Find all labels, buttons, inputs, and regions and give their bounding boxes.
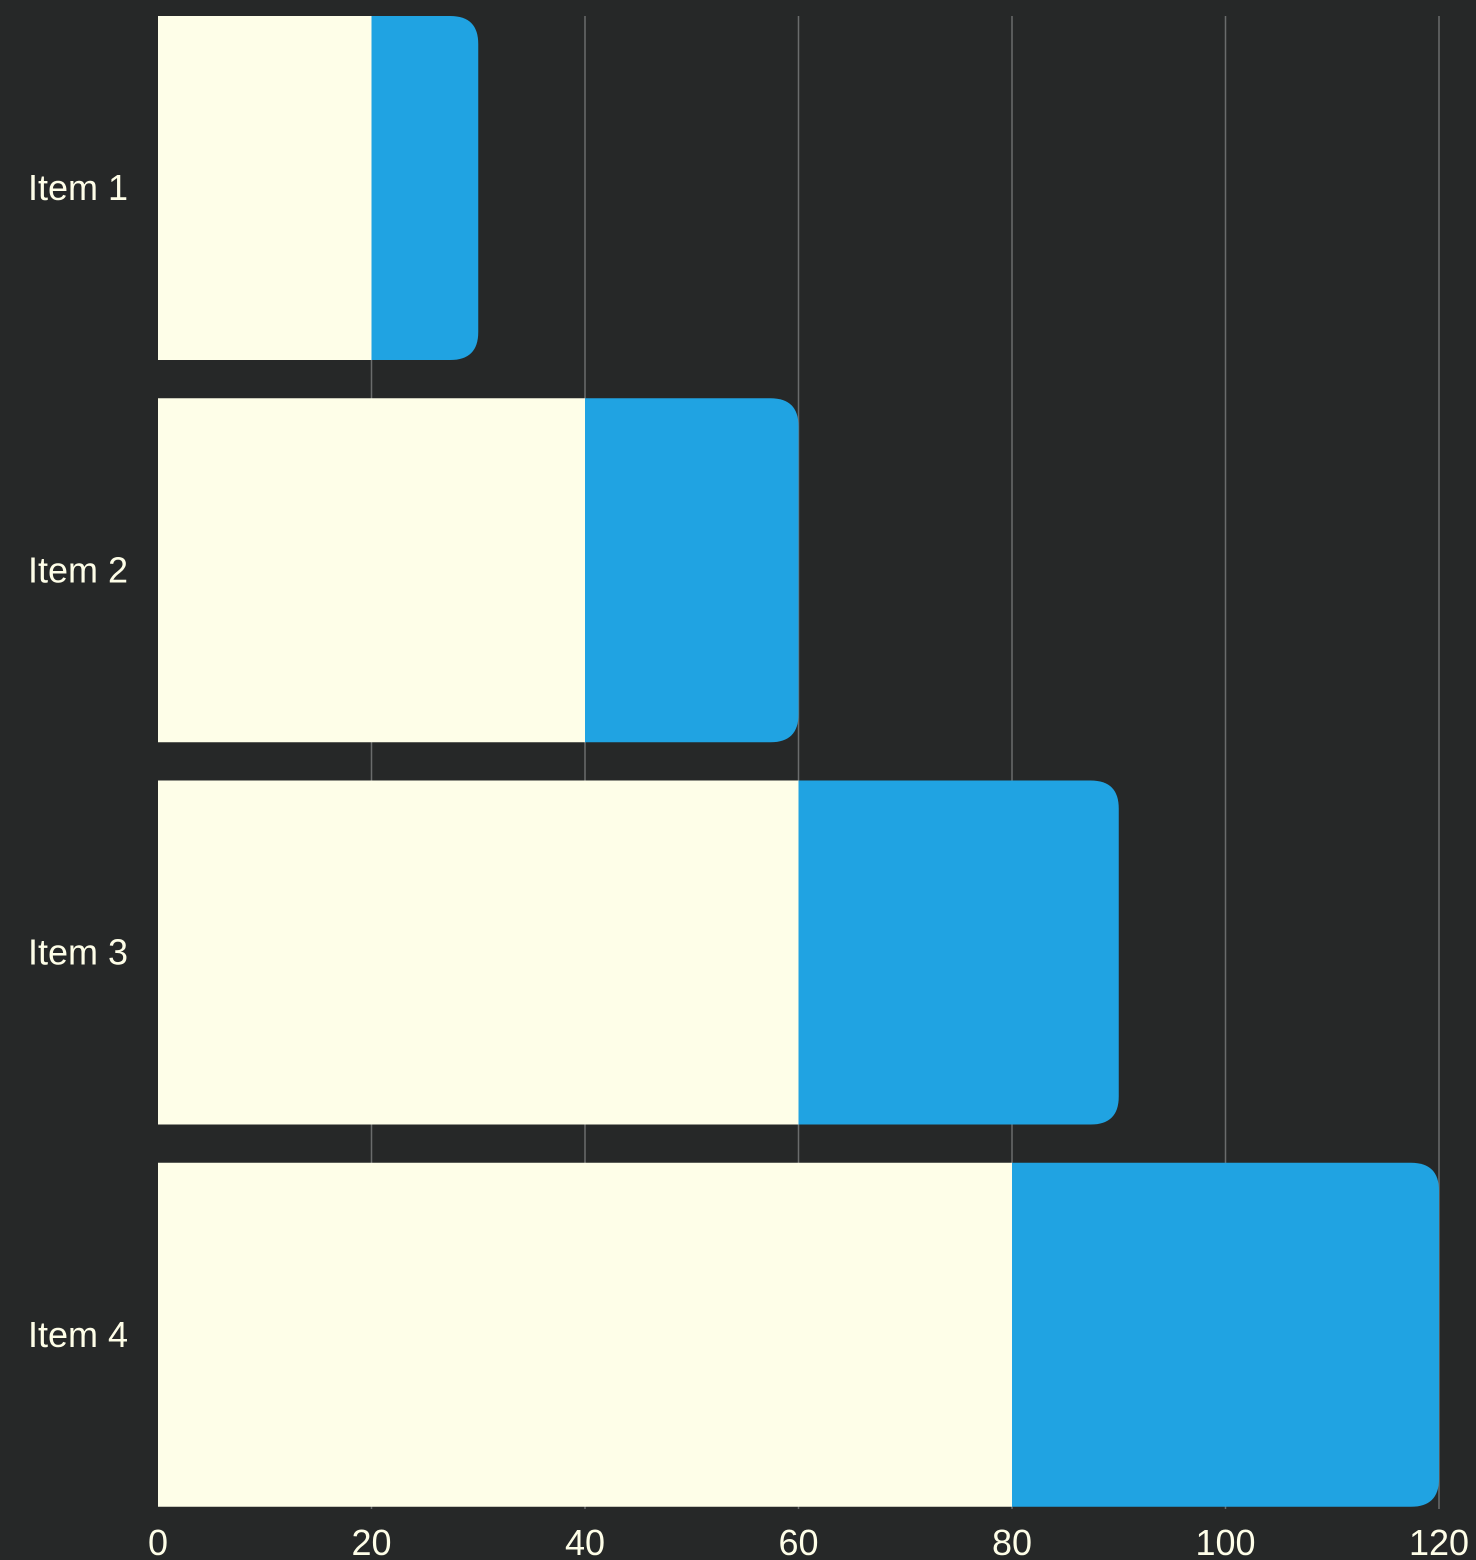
category-label-2: Item 2 — [28, 549, 128, 590]
x-tick-label-80: 80 — [992, 1522, 1032, 1560]
y-axis-category-labels: Item 1 Item 2 Item 3 Item 4 — [28, 167, 128, 1355]
x-tick-label-120: 120 — [1409, 1522, 1469, 1560]
bar-1-segment-2 — [371, 16, 479, 360]
bar-4-segment-2 — [1012, 1162, 1439, 1507]
bar-3-segment-2 — [798, 780, 1119, 1125]
category-label-3: Item 3 — [28, 932, 128, 973]
bar-1-segment-1 — [158, 16, 372, 360]
x-tick-label-100: 100 — [1195, 1522, 1255, 1560]
bars — [158, 16, 1439, 1507]
bar-2-segment-2 — [585, 398, 799, 743]
bar-2-segment-1 — [158, 398, 585, 743]
x-axis-tick-labels: 0 20 40 60 80 100 120 — [148, 1522, 1469, 1560]
bar-3-segment-1 — [158, 780, 799, 1125]
x-tick-label-40: 40 — [565, 1522, 605, 1560]
x-tick-label-60: 60 — [778, 1522, 818, 1560]
x-tick-label-0: 0 — [148, 1522, 168, 1560]
category-label-1: Item 1 — [28, 167, 128, 208]
category-label-4: Item 4 — [28, 1314, 128, 1355]
x-tick-label-20: 20 — [351, 1522, 391, 1560]
bar-4-segment-1 — [158, 1162, 1012, 1507]
